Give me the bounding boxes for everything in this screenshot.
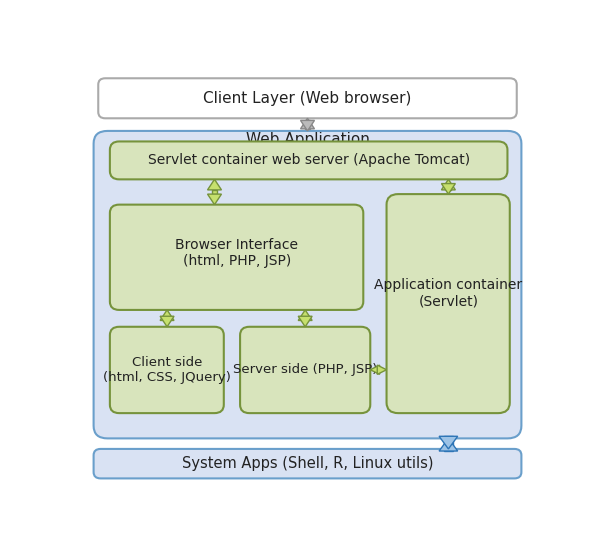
Polygon shape bbox=[439, 438, 458, 451]
Polygon shape bbox=[442, 184, 455, 194]
Text: Server side (PHP, JSP): Server side (PHP, JSP) bbox=[233, 363, 377, 376]
Polygon shape bbox=[305, 120, 310, 129]
Polygon shape bbox=[439, 437, 458, 449]
Polygon shape bbox=[208, 194, 221, 205]
Polygon shape bbox=[444, 437, 452, 451]
FancyBboxPatch shape bbox=[110, 142, 508, 179]
FancyBboxPatch shape bbox=[110, 205, 364, 310]
Text: Client Layer (Web browser): Client Layer (Web browser) bbox=[203, 91, 412, 106]
Polygon shape bbox=[208, 179, 221, 190]
Polygon shape bbox=[446, 184, 451, 190]
Text: Web Application: Web Application bbox=[245, 132, 370, 147]
Polygon shape bbox=[298, 316, 312, 327]
FancyBboxPatch shape bbox=[94, 131, 521, 438]
Polygon shape bbox=[377, 365, 386, 374]
Polygon shape bbox=[302, 316, 308, 321]
Text: Client side
(html, CSS, JQuery): Client side (html, CSS, JQuery) bbox=[103, 356, 231, 384]
Polygon shape bbox=[298, 310, 312, 321]
Polygon shape bbox=[301, 120, 314, 131]
Polygon shape bbox=[212, 190, 217, 194]
FancyBboxPatch shape bbox=[98, 78, 517, 118]
FancyBboxPatch shape bbox=[110, 327, 224, 413]
Polygon shape bbox=[370, 365, 380, 374]
Polygon shape bbox=[377, 368, 380, 371]
Polygon shape bbox=[442, 179, 455, 190]
FancyBboxPatch shape bbox=[240, 327, 370, 413]
Text: System Apps (Shell, R, Linux utils): System Apps (Shell, R, Linux utils) bbox=[182, 456, 433, 471]
FancyBboxPatch shape bbox=[386, 194, 510, 413]
Polygon shape bbox=[160, 310, 174, 321]
FancyBboxPatch shape bbox=[94, 449, 521, 479]
Polygon shape bbox=[301, 118, 314, 129]
Text: Servlet container web server (Apache Tomcat): Servlet container web server (Apache Tom… bbox=[148, 153, 470, 167]
Polygon shape bbox=[164, 316, 170, 321]
Text: Browser Interface
(html, PHP, JSP): Browser Interface (html, PHP, JSP) bbox=[175, 238, 298, 268]
Polygon shape bbox=[160, 316, 174, 327]
Text: Application container
(Servlet): Application container (Servlet) bbox=[374, 278, 523, 308]
